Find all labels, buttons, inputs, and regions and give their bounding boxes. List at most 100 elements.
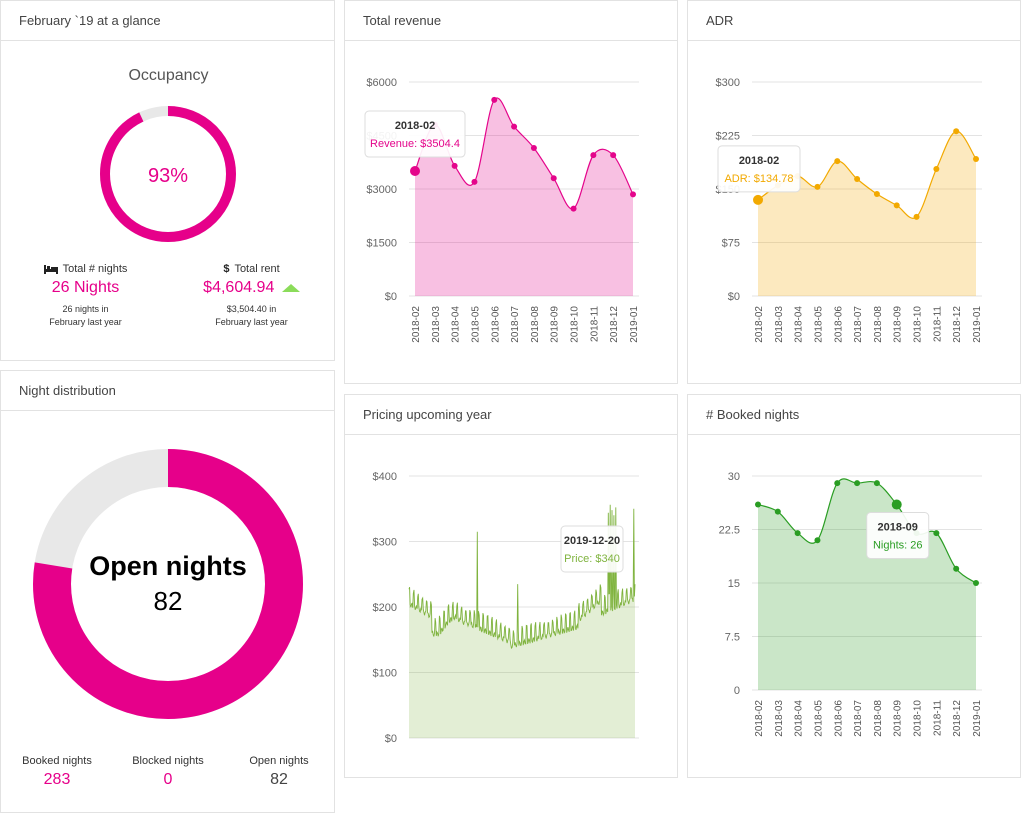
x-tick-label: 2019-01	[972, 700, 983, 737]
data-point	[973, 156, 979, 163]
trend-up-icon	[281, 284, 300, 292]
y-tick-label: $1500	[366, 238, 397, 250]
data-point	[590, 152, 597, 159]
y-tick-label: $100	[373, 668, 397, 680]
x-tick-label: 2018-07	[853, 700, 864, 737]
pricing-chart[interactable]: $0 $100 $200 $300 $400 2019-12-20 Price: $340	[345, 436, 677, 778]
data-point	[893, 202, 900, 209]
occupancy-ring: 93%	[100, 106, 236, 242]
y-tick-label: $300	[716, 77, 740, 89]
data-point	[491, 96, 498, 103]
adr-chart[interactable]: $0$75$150$225$3002018-022018-032018-0420…	[688, 42, 1020, 384]
donut-booked-segment[interactable]	[33, 449, 303, 719]
y-tick-label: $0	[385, 733, 397, 745]
data-point	[410, 166, 420, 177]
data-point	[834, 480, 841, 487]
total-nights-value: 26 Nights	[51, 279, 120, 296]
glance-card-title: February `19 at a glance	[1, 1, 334, 41]
data-point	[610, 152, 617, 159]
x-tick-label: 2018-11	[932, 700, 943, 736]
x-tick-label: 2018-04	[794, 700, 805, 737]
booked-nights-chart[interactable]: 0 7.5 15 22.5 30 2018-02 2018-03 2018-04 2018-05…	[688, 436, 1020, 778]
data-point	[834, 158, 841, 165]
tooltip-text: Price: $340	[564, 553, 620, 565]
x-tick-label: 2018-07	[853, 306, 864, 343]
y-tick-label: $0	[728, 291, 740, 303]
x-tick-label: 2018-08	[873, 700, 884, 737]
data-point	[933, 166, 940, 173]
chart-tooltip: 2018-02 ADR: $134.78	[717, 145, 801, 193]
y-tick-label: $300	[373, 537, 397, 549]
x-tick-label: 2018-09	[550, 306, 561, 343]
series-area	[415, 97, 633, 296]
y-tick-label: $200	[373, 602, 397, 614]
y-tick-label: $3000	[366, 184, 397, 196]
x-tick-label: 2019-01	[972, 306, 983, 343]
y-tick-label: $75	[722, 238, 740, 250]
data-point	[471, 178, 478, 185]
tooltip-text: Revenue: $3504.4	[370, 138, 460, 150]
x-tick-label: 2018-04	[794, 306, 805, 343]
x-tick-label: 2018-10	[913, 306, 924, 343]
x-tick-label: 2018-08	[530, 306, 541, 343]
y-tick-label: $225	[716, 131, 740, 143]
data-point	[953, 128, 960, 135]
total-rent-value-row: $4,604.94	[189, 279, 314, 297]
total-rent-sub: $3,504.40 in February last year	[215, 304, 288, 327]
total-rent-stat: $ Total rent $4,604.94 $3,504.40 in Febr…	[189, 263, 314, 329]
x-tick-label: 2018-04	[451, 306, 462, 343]
bed-icon	[43, 265, 58, 274]
booked-nights-label: Booked nights	[22, 755, 92, 767]
x-tick-label: 2018-11	[932, 306, 943, 342]
data-point	[814, 537, 821, 544]
x-tick-label: 2018-12	[952, 306, 963, 343]
data-point	[774, 508, 781, 515]
y-tick-label: $0	[385, 291, 397, 303]
night-distribution-title: Night distribution	[1, 371, 334, 411]
x-tick-label: 2018-03	[774, 306, 785, 343]
pricing-card: Pricing upcoming year $0 $100 $200 $300 $400…	[344, 394, 678, 778]
open-nights-stat: Open nights 82	[224, 755, 334, 789]
chart-tooltip: 2019-12-20 Price: $340	[560, 525, 624, 573]
tooltip-box	[560, 525, 624, 573]
data-point	[570, 205, 577, 212]
data-point	[953, 565, 960, 572]
night-distribution-donut: Open nights 82	[33, 449, 303, 719]
total-nights-label: Total # nights	[62, 263, 128, 275]
data-point	[854, 480, 861, 487]
data-point	[794, 530, 801, 537]
series-area	[758, 478, 976, 690]
y-tick-label: 7.5	[725, 632, 740, 644]
occupancy-label: Occupancy	[128, 67, 209, 84]
data-point	[451, 162, 458, 169]
tooltip-text: ADR: $134.78	[724, 173, 793, 185]
blocked-nights-label: Blocked nights	[132, 755, 204, 767]
series-line	[408, 504, 636, 650]
x-tick-label: 2019-01	[629, 306, 640, 343]
x-tick-label: 2018-03	[431, 306, 442, 343]
data-point	[913, 213, 920, 220]
data-point	[933, 530, 940, 537]
data-point	[630, 191, 636, 198]
y-tick-label: 22.5	[719, 525, 740, 537]
total-nights-sub: 26 nights in February last year	[49, 304, 122, 327]
open-nights-label: Open nights	[249, 755, 309, 767]
occupancy-ring-fill	[100, 106, 236, 242]
tooltip-title: 2019-12-20	[564, 535, 620, 547]
series-area	[409, 504, 635, 738]
total-nights-stat: Total # nights 26 Nights 26 nights in Fe…	[23, 263, 148, 329]
dollar-icon: $	[223, 263, 230, 275]
blocked-nights-stat: Blocked nights 0	[113, 755, 223, 789]
y-tick-label: $6000	[366, 77, 397, 89]
x-tick-label: 2018-06	[490, 306, 501, 343]
x-tick-label: 2018-02	[754, 700, 765, 737]
x-tick-label: 2018-05	[470, 306, 481, 343]
data-point	[814, 183, 821, 190]
y-tick-label: $400	[373, 471, 397, 483]
tooltip-title: 2018-02	[395, 120, 435, 132]
data-point	[755, 501, 761, 508]
x-tick-label: 2018-12	[952, 700, 963, 737]
chart-tooltip: 2018-09 Nights: 26	[866, 512, 930, 560]
blocked-nights-value: 0	[163, 771, 173, 788]
total-revenue-chart[interactable]: $0$1500$3000$4500$60002018-022018-032018…	[345, 42, 677, 384]
